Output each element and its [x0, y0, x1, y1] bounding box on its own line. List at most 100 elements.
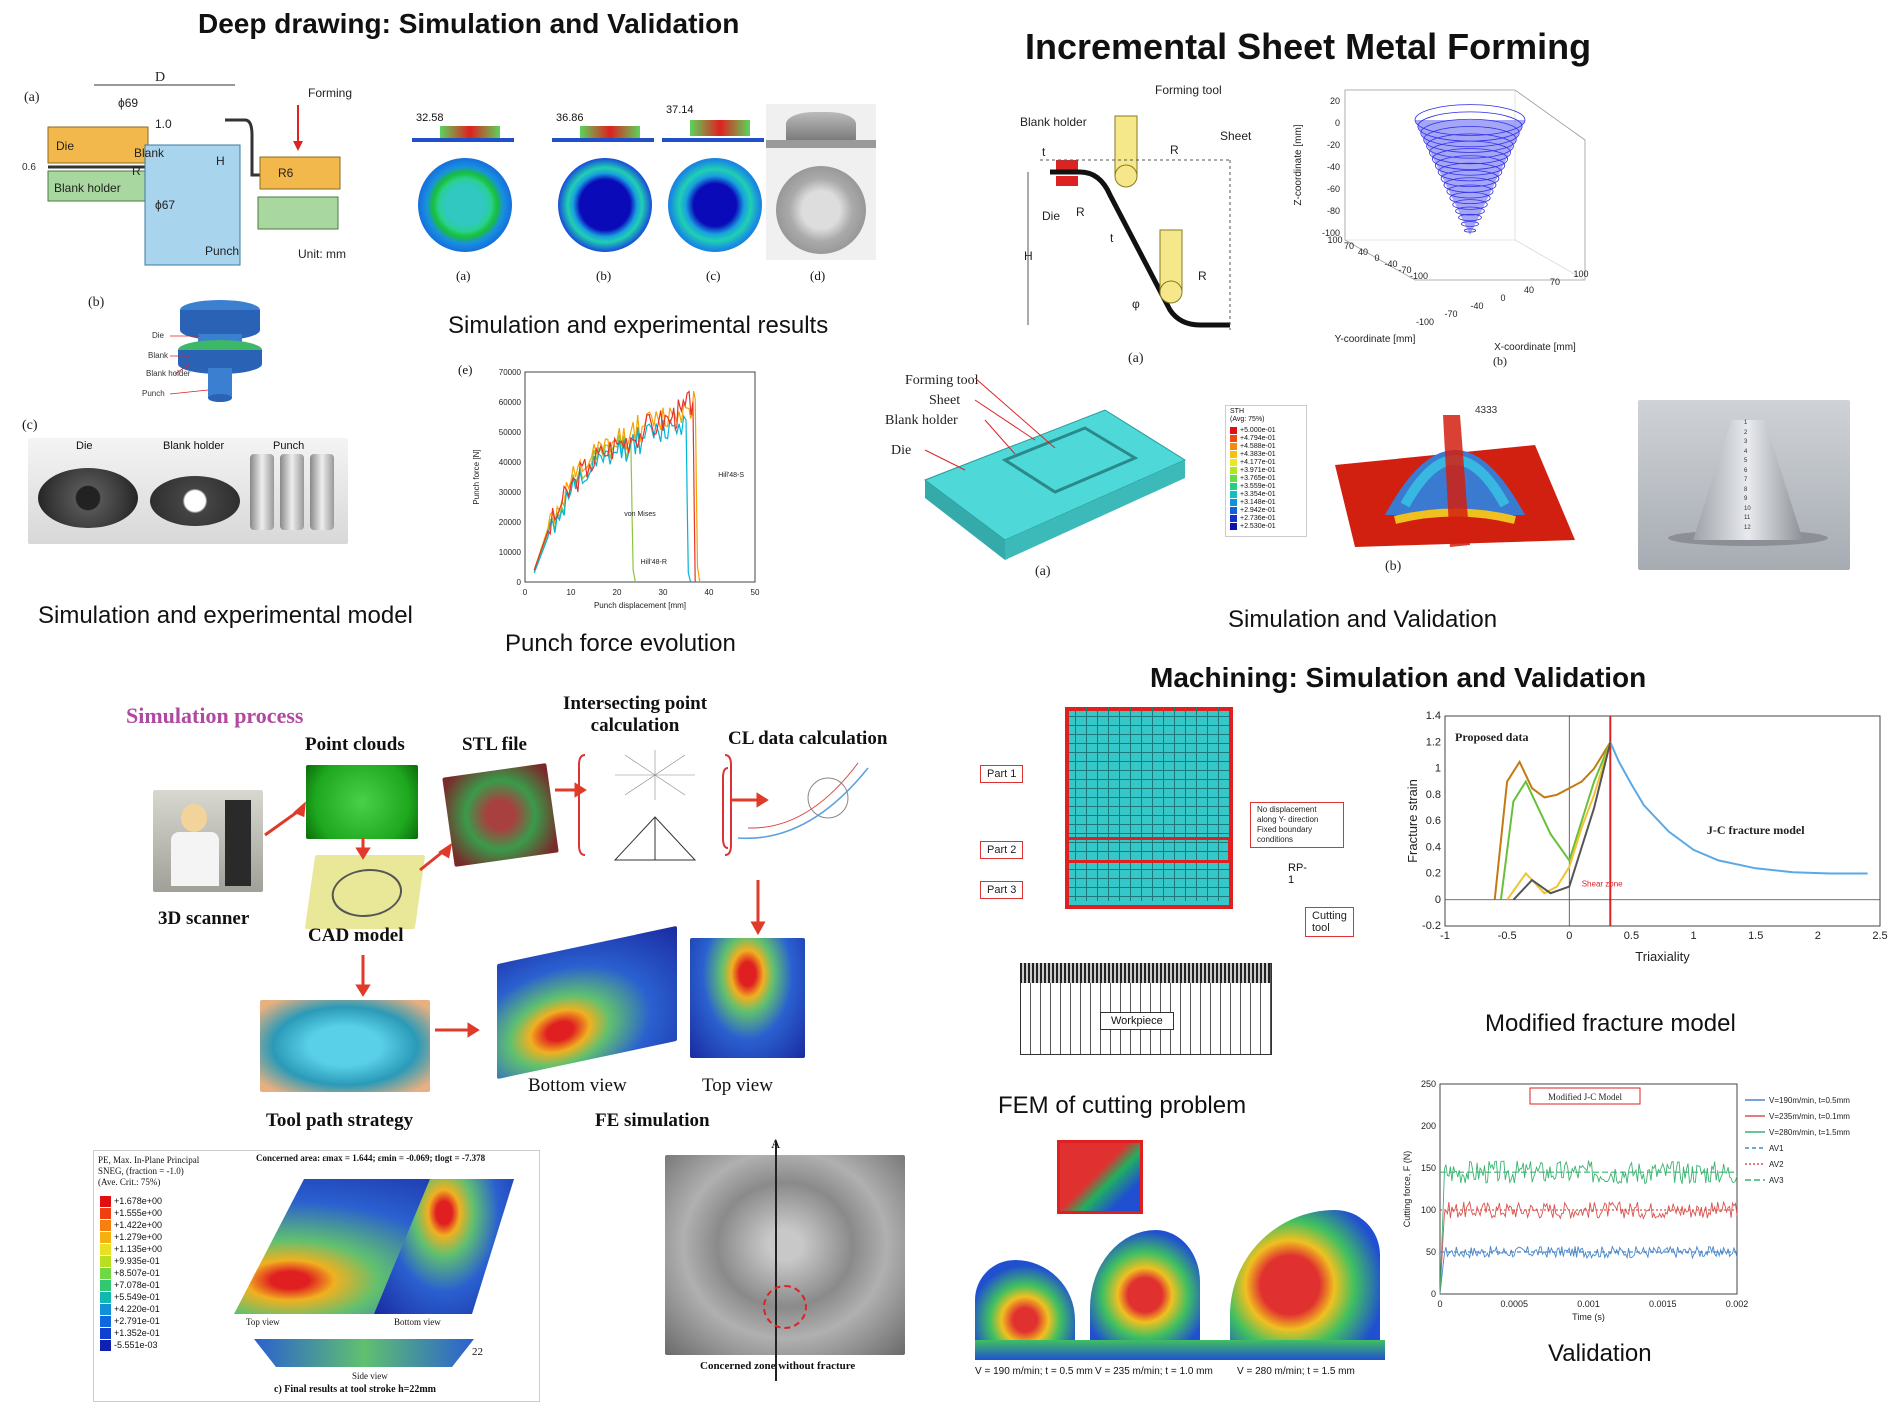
- annotation: Proposed data: [1455, 730, 1528, 744]
- legend-swatch: [100, 1255, 111, 1267]
- legend-swatch: [100, 1279, 111, 1291]
- x-tick-label: 100: [1573, 269, 1588, 279]
- legend-swatch: [100, 1315, 111, 1327]
- legend-row: +4.177e-01: [1230, 458, 1276, 466]
- chart-title-box: [1529, 1087, 1641, 1105]
- legend-row: +4.588e-01: [1230, 442, 1276, 450]
- legend-row: +3.559e-01: [1230, 482, 1276, 490]
- cone-ring: [1446, 184, 1494, 199]
- svg-text:(a): (a): [1035, 564, 1051, 579]
- y-axis-label: Y-coordinate [mm]: [1335, 334, 1416, 345]
- legend-row: +2.791e-01: [100, 1315, 162, 1327]
- svg-text:1.0: 1.0: [155, 117, 172, 131]
- svg-text:Blank: Blank: [134, 146, 165, 160]
- z-tick-label: 20: [1330, 96, 1340, 106]
- svg-text:H: H: [216, 154, 225, 168]
- annotation: Shear zone: [1582, 880, 1623, 889]
- die-block: [47, 126, 149, 164]
- legend-row: +1.352e-01: [100, 1327, 162, 1339]
- legend-value: +8.507e-01: [114, 1268, 160, 1278]
- cone-ring: [1449, 191, 1491, 205]
- legend-value: +2.791e-01: [114, 1316, 160, 1326]
- svg-text:Forming tool: Forming tool: [905, 373, 979, 388]
- x-tick-label: 30: [659, 588, 668, 597]
- legend-row: +4.794e-01: [1230, 434, 1276, 442]
- series-line: [1493, 741, 1612, 900]
- y-tick-label: 100: [1421, 1205, 1436, 1215]
- legend-label: V=280m/min, t=1.5mm: [1769, 1128, 1850, 1137]
- y-tick-label: 70: [1344, 241, 1354, 251]
- legend-swatch: [100, 1339, 111, 1351]
- legend-label: AV1: [1769, 1144, 1784, 1153]
- legend-row: +9.935e-01: [100, 1255, 162, 1267]
- cone-ring: [1426, 133, 1514, 159]
- svg-text:R: R: [1198, 269, 1207, 283]
- result-panel: 32.58 (a): [410, 100, 514, 283]
- svg-text:ϕ69: ϕ69: [118, 96, 138, 110]
- legend-value: +4.588e-01: [1240, 442, 1276, 450]
- caption-force: Punch force evolution: [505, 630, 736, 657]
- legend-swatch: [1230, 426, 1237, 434]
- y-tick-label: 250: [1421, 1079, 1436, 1089]
- chip-images: V = 190 m/min; t = 0.5 mm V = 235 m/min;…: [975, 1140, 1390, 1380]
- cone-mark: 12: [1744, 524, 1751, 531]
- point-cloud-img: [306, 765, 418, 839]
- svg-text:R6: R6: [278, 166, 294, 180]
- section-mark-top: A: [771, 1136, 781, 1151]
- legend-swatch: [1230, 434, 1237, 442]
- y-tick-label: -100: [1410, 271, 1428, 281]
- cone-mark: 3: [1744, 439, 1748, 445]
- x-tick-label: 70: [1550, 277, 1560, 287]
- y-tick-label: 1: [1435, 763, 1441, 775]
- deep-drawing-title: Deep drawing: Simulation and Validation: [198, 8, 740, 39]
- cone-mark: 8: [1744, 486, 1748, 493]
- legend-swatch: [1230, 514, 1237, 522]
- sth-legend: STH (Avg: 75%) +5.000e-01 +4.794e-01 +4.58…: [1225, 405, 1307, 537]
- cone-ring: [1420, 118, 1520, 148]
- svg-text:Blank: Blank: [148, 351, 169, 360]
- legend-row: +1.135e+00: [100, 1243, 162, 1255]
- y-tick-label: 100: [1327, 235, 1342, 245]
- x-tick-label: 0.002: [1726, 1299, 1749, 1309]
- series-line: [1439, 1160, 1738, 1295]
- x-tick-label: -0.5: [1498, 930, 1517, 942]
- ismf-cone-result: 4333 (b): [1335, 405, 1575, 574]
- legend-label: V=190m/min, t=0.5mm: [1769, 1096, 1850, 1105]
- legend-row: +2.942e-01: [1230, 506, 1276, 514]
- legend-swatch: [100, 1219, 111, 1231]
- legend-value: +2.942e-01: [1240, 506, 1276, 514]
- blank-holder-block: [47, 170, 149, 202]
- step-cad-model: CAD model: [308, 925, 404, 946]
- legend-value: +4.177e-01: [1240, 458, 1276, 466]
- tool-assembly-3d: (b) Die Blank Blank holder Punch: [88, 295, 262, 402]
- series-line: [1512, 742, 1612, 901]
- y-tick-label: -40: [1384, 259, 1397, 269]
- legend-value: +4.383e-01: [1240, 450, 1276, 458]
- y-axis-label: Cutting force, F (N): [1402, 1151, 1412, 1228]
- x-tick-label: 0: [1500, 293, 1505, 303]
- ismf-schematic: Forming tool Blank holder Sheet t R Die …: [1020, 83, 1252, 366]
- y-tick-label: 0.6: [1426, 815, 1441, 827]
- step-3d-scanner: 3D scanner: [158, 908, 250, 929]
- x-axis-label: X-coordinate [mm]: [1494, 342, 1576, 353]
- y-tick-label: 0: [1374, 253, 1379, 263]
- y-tick-label: 1.4: [1426, 710, 1441, 722]
- svg-text:Punch: Punch: [205, 244, 239, 258]
- cone-ring: [1414, 104, 1526, 136]
- plot-frame: [524, 371, 756, 583]
- svg-text:R: R: [132, 164, 141, 178]
- cone-mark: 9: [1744, 496, 1748, 502]
- result-panel: 37.14 (c): [660, 100, 764, 283]
- legend-value: +9.935e-01: [114, 1256, 160, 1266]
- tooling-photo: Die Blank holder Punch: [28, 438, 348, 544]
- legend-swatch: [1230, 490, 1237, 498]
- legend-value: +5.000e-01: [1240, 426, 1276, 434]
- legend-value: +5.549e-01: [114, 1292, 160, 1302]
- legend-swatch: [100, 1291, 111, 1303]
- forming-die-block: [259, 156, 341, 190]
- deep-drawing-schematic: (a) D Die Blank holder 0.6 Punch ϕ67 ϕ69…: [22, 70, 352, 266]
- legend-swatch: [100, 1327, 111, 1339]
- y-tick-label: 10000: [499, 548, 522, 557]
- x-tick-label: 1: [1691, 930, 1697, 942]
- svg-text:ϕ67: ϕ67: [155, 198, 175, 212]
